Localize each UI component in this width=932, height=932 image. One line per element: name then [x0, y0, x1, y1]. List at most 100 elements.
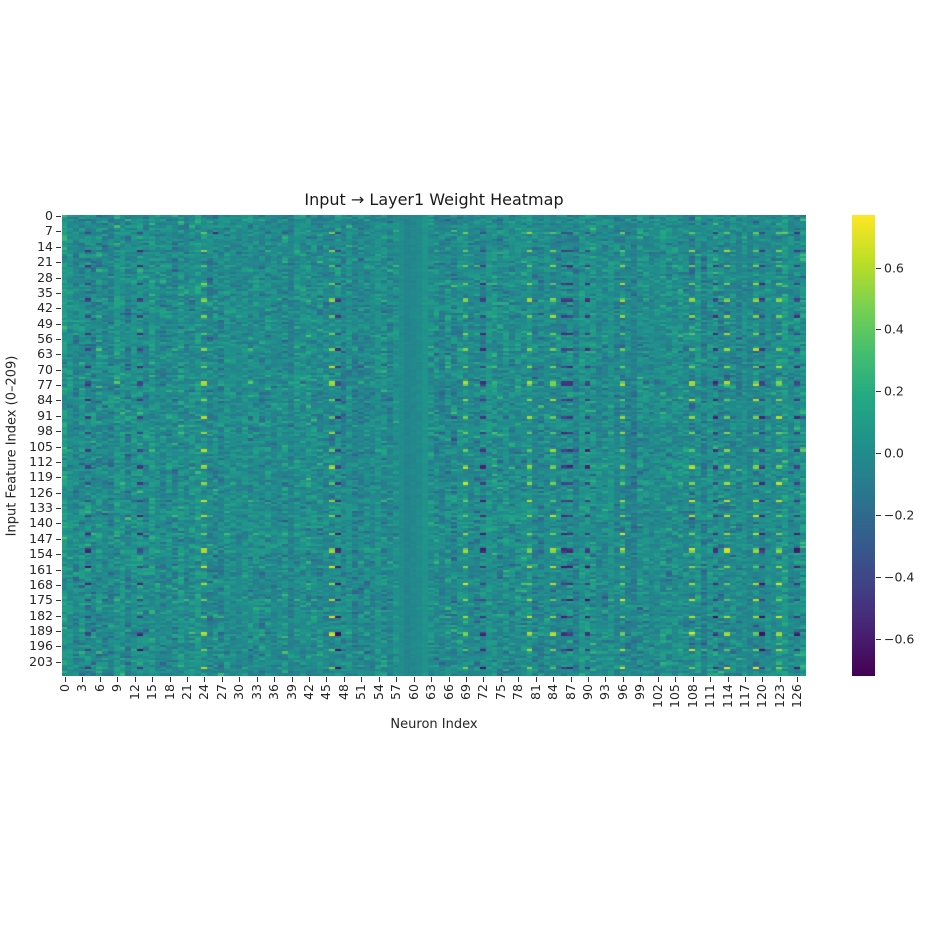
y-tick-label: 42 — [37, 300, 61, 316]
x-tick-mark — [657, 677, 659, 682]
y-tick-label: 70 — [37, 361, 61, 377]
x-tick-label: 87 — [562, 684, 578, 700]
x-tick-mark — [779, 677, 781, 682]
y-tick-label: 182 — [29, 607, 61, 623]
x-tick-mark — [413, 677, 415, 682]
x-tick-label: 12 — [126, 684, 142, 700]
x-tick-label: 54 — [370, 684, 386, 700]
x-tick-label: 78 — [510, 684, 526, 700]
x-tick-mark — [431, 677, 433, 682]
y-tick-label: 105 — [29, 438, 61, 454]
x-tick-label: 51 — [353, 684, 369, 700]
x-tick-label: 39 — [283, 684, 299, 700]
y-tick-label: 77 — [37, 377, 61, 393]
y-tick-label: 28 — [37, 269, 61, 285]
x-tick-mark — [378, 677, 380, 682]
colorbar-tick-label: −0.2 — [884, 507, 915, 523]
x-tick-mark — [204, 677, 206, 682]
y-tick-label: 161 — [29, 561, 61, 577]
x-tick-mark — [117, 677, 119, 682]
x-tick-label: 99 — [632, 684, 648, 700]
x-tick-label: 120 — [754, 684, 770, 708]
x-tick-mark — [640, 677, 642, 682]
x-tick-mark — [152, 677, 154, 682]
colorbar — [852, 215, 875, 676]
colorbar-tick-mark — [876, 329, 881, 331]
x-tick-mark — [535, 677, 537, 682]
colorbar-tick-mark — [876, 576, 881, 578]
x-tick-mark — [343, 677, 345, 682]
x-tick-label: 93 — [597, 684, 613, 700]
x-tick-mark — [500, 677, 502, 682]
y-tick-label: 133 — [29, 500, 61, 516]
x-tick-mark — [221, 677, 223, 682]
y-tick-label: 112 — [29, 453, 61, 469]
x-tick-label: 30 — [231, 684, 247, 700]
x-tick-mark — [692, 677, 694, 682]
x-tick-label: 60 — [405, 684, 421, 700]
x-tick-label: 96 — [614, 684, 630, 700]
x-tick-label: 84 — [545, 684, 561, 700]
x-tick-mark — [99, 677, 101, 682]
x-tick-mark — [710, 677, 712, 682]
x-tick-mark — [361, 677, 363, 682]
x-tick-label: 57 — [388, 684, 404, 700]
x-tick-mark — [64, 677, 66, 682]
x-tick-label: 33 — [248, 684, 264, 700]
x-tick-label: 63 — [423, 684, 439, 700]
x-tick-mark — [727, 677, 729, 682]
x-tick-label: 123 — [771, 684, 787, 708]
x-tick-label: 105 — [667, 684, 683, 708]
heatmap-plot — [62, 215, 806, 676]
x-tick-label: 42 — [301, 684, 317, 700]
y-tick-label: 196 — [29, 638, 61, 654]
x-tick-mark — [553, 677, 555, 682]
x-tick-label: 21 — [178, 684, 194, 700]
x-tick-label: 18 — [161, 684, 177, 700]
x-tick-label: 0 — [56, 684, 72, 692]
x-tick-mark — [605, 677, 607, 682]
chart-title: Input → Layer1 Weight Heatmap — [304, 190, 564, 209]
x-tick-mark — [239, 677, 241, 682]
y-tick-label: 91 — [37, 407, 61, 423]
x-tick-mark — [256, 677, 258, 682]
y-tick-label: 98 — [37, 423, 61, 439]
x-tick-mark — [675, 677, 677, 682]
x-tick-mark — [518, 677, 520, 682]
x-axis-label: Neuron Index — [390, 717, 478, 732]
colorbar-tick-label: 0.0 — [884, 445, 904, 461]
colorbar-tick-label: −0.6 — [884, 631, 915, 647]
y-tick-label: 14 — [37, 238, 61, 254]
y-tick-label: 203 — [29, 653, 61, 669]
x-tick-mark — [326, 677, 328, 682]
x-tick-mark — [744, 677, 746, 682]
x-tick-label: 66 — [440, 684, 456, 700]
y-tick-label: 0 — [45, 208, 61, 224]
x-tick-label: 111 — [702, 684, 718, 708]
x-tick-label: 48 — [335, 684, 351, 700]
x-tick-mark — [797, 677, 799, 682]
y-tick-label: 126 — [29, 484, 61, 500]
x-tick-mark — [274, 677, 276, 682]
colorbar-tick-mark — [876, 515, 881, 517]
y-tick-label: 147 — [29, 530, 61, 546]
x-tick-label: 27 — [213, 684, 229, 700]
colorbar-tick-mark — [876, 391, 881, 393]
colorbar-tick-label: 0.4 — [884, 321, 904, 337]
x-tick-mark — [483, 677, 485, 682]
x-tick-mark — [82, 677, 84, 682]
colorbar-tick-mark — [876, 638, 881, 640]
x-tick-mark — [570, 677, 572, 682]
x-tick-mark — [134, 677, 136, 682]
x-tick-mark — [169, 677, 171, 682]
y-tick-label: 154 — [29, 546, 61, 562]
y-axis-label: Input Feature Index (0–209) — [4, 355, 20, 537]
y-tick-label: 56 — [37, 331, 61, 347]
y-tick-label: 140 — [29, 515, 61, 531]
x-tick-label: 108 — [684, 684, 700, 708]
y-tick-label: 119 — [29, 469, 61, 485]
x-tick-label: 69 — [457, 684, 473, 700]
x-tick-mark — [448, 677, 450, 682]
x-tick-label: 102 — [649, 684, 665, 708]
x-tick-mark — [309, 677, 311, 682]
